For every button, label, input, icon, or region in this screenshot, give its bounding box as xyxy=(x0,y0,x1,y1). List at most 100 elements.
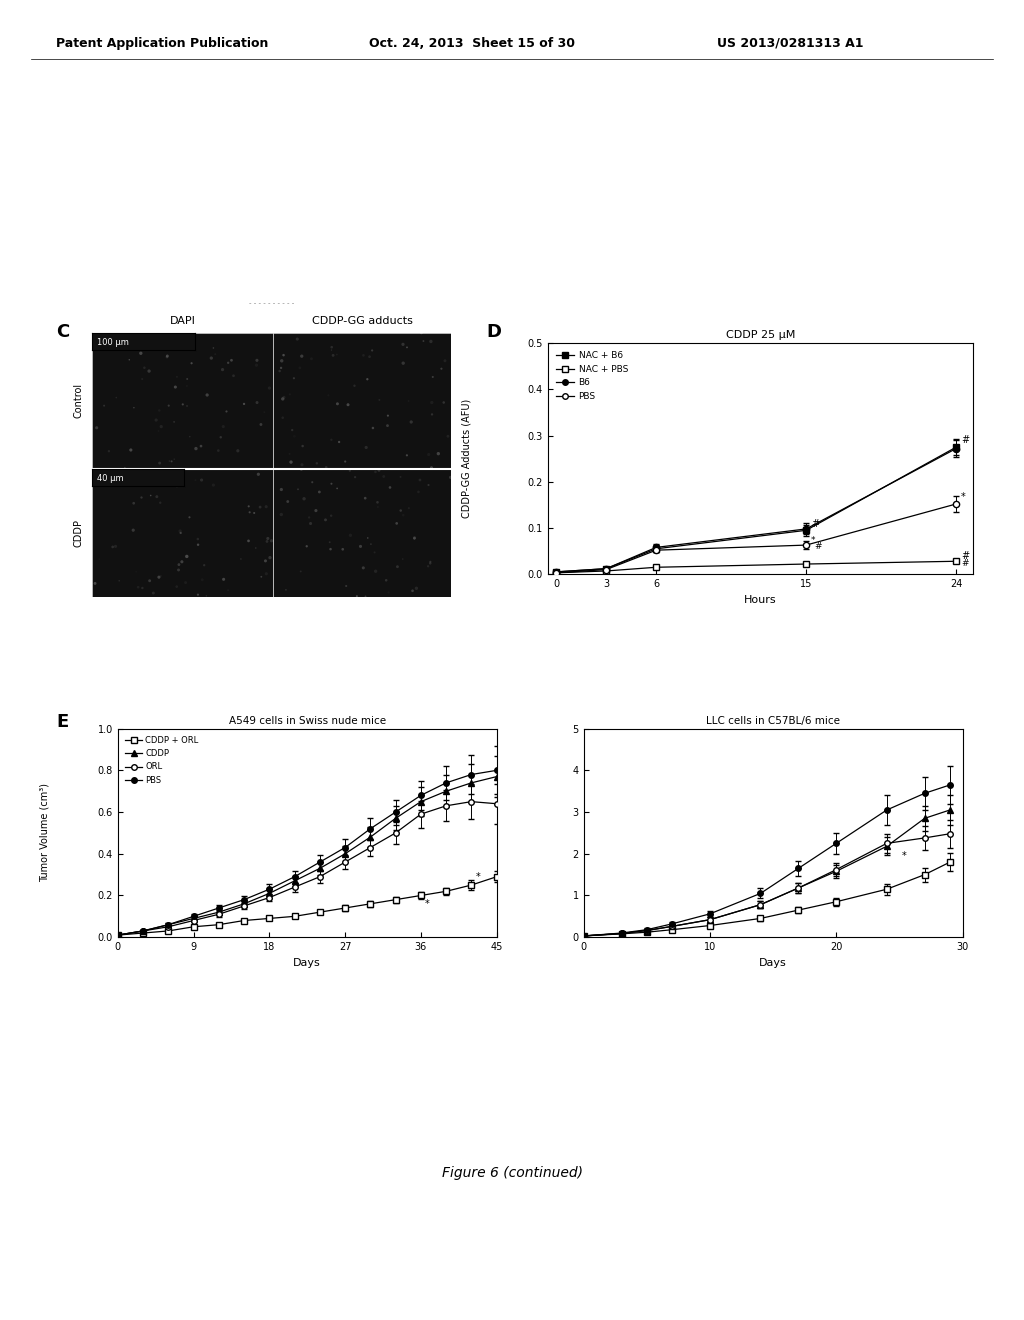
Point xyxy=(398,337,415,358)
Point xyxy=(215,416,231,437)
Point xyxy=(193,436,209,457)
Point xyxy=(304,471,321,492)
Point xyxy=(199,585,215,606)
Point xyxy=(395,352,412,374)
Point xyxy=(141,360,158,381)
Point xyxy=(159,346,175,367)
Point xyxy=(126,397,142,418)
Text: US 2013/0281313 A1: US 2013/0281313 A1 xyxy=(717,37,863,50)
Point xyxy=(214,359,230,380)
X-axis label: Days: Days xyxy=(759,957,787,968)
Point xyxy=(153,416,169,437)
Point xyxy=(249,350,265,371)
Point xyxy=(123,440,139,461)
Point xyxy=(167,376,183,397)
Point xyxy=(355,557,372,578)
Point xyxy=(136,358,153,379)
Point xyxy=(205,474,221,495)
Point xyxy=(433,358,450,379)
Point xyxy=(294,454,310,475)
Point xyxy=(302,513,318,535)
Point xyxy=(134,368,151,389)
Point xyxy=(223,350,240,371)
Point xyxy=(352,536,369,557)
Point xyxy=(166,449,182,470)
Point xyxy=(437,350,454,371)
Text: CDDP: CDDP xyxy=(74,519,84,546)
Point xyxy=(89,463,105,484)
Point xyxy=(271,360,288,381)
X-axis label: Days: Days xyxy=(293,957,322,968)
Point xyxy=(203,347,219,368)
Text: Control: Control xyxy=(74,383,84,418)
Point xyxy=(161,395,177,416)
Text: *: * xyxy=(425,899,430,909)
Point xyxy=(331,432,347,453)
Point xyxy=(400,391,417,412)
Point xyxy=(253,414,269,436)
Point xyxy=(400,498,417,519)
Point xyxy=(425,367,441,388)
Point xyxy=(205,338,221,359)
Point xyxy=(250,463,266,484)
Text: #: # xyxy=(962,558,969,568)
Point xyxy=(152,453,168,474)
Point xyxy=(109,387,125,408)
Point xyxy=(278,579,294,601)
Point xyxy=(241,496,257,517)
Point xyxy=(215,569,231,590)
Point xyxy=(169,576,185,597)
Point xyxy=(359,528,376,549)
Point xyxy=(96,395,113,416)
Point xyxy=(370,496,386,517)
Point xyxy=(323,506,339,527)
Point xyxy=(274,407,291,428)
Point xyxy=(389,556,406,577)
Point xyxy=(422,552,438,573)
Point xyxy=(196,554,212,576)
Point xyxy=(121,471,137,492)
Point xyxy=(294,346,310,367)
Point xyxy=(416,330,432,351)
Point xyxy=(145,582,162,603)
Point xyxy=(260,528,276,549)
Point xyxy=(241,531,257,552)
Point xyxy=(392,466,409,487)
Text: #: # xyxy=(962,550,970,561)
Point xyxy=(151,470,167,491)
Point xyxy=(181,426,198,447)
Point xyxy=(324,337,340,358)
Point xyxy=(357,487,374,508)
Point xyxy=(379,414,395,436)
Text: 40 μm: 40 μm xyxy=(96,474,124,483)
Point xyxy=(88,417,104,438)
Point xyxy=(126,492,142,513)
Text: CDDP-GG adducts: CDDP-GG adducts xyxy=(311,315,413,326)
Text: *: * xyxy=(962,492,966,503)
Point xyxy=(189,585,206,606)
Point xyxy=(359,368,376,389)
Point xyxy=(187,470,204,491)
Point xyxy=(248,355,264,376)
Point xyxy=(175,327,191,348)
Point xyxy=(261,378,278,399)
Point xyxy=(347,466,364,487)
Point xyxy=(174,552,190,573)
Point xyxy=(86,477,102,498)
Point xyxy=(376,466,392,487)
Point xyxy=(147,409,164,430)
Point xyxy=(130,577,146,598)
Legend: CDDP + ORL, CDDP, ORL, PBS: CDDP + ORL, CDDP, ORL, PBS xyxy=(122,733,202,788)
Point xyxy=(210,440,226,461)
Text: - - - - - - - - - -: - - - - - - - - - - xyxy=(249,300,294,306)
Point xyxy=(404,581,421,602)
Point xyxy=(346,375,362,396)
Point xyxy=(380,582,396,603)
Point xyxy=(308,500,325,521)
Point xyxy=(232,548,249,569)
Text: DAPI: DAPI xyxy=(170,315,196,326)
Point xyxy=(225,366,242,387)
Point xyxy=(275,387,292,408)
Point xyxy=(430,444,446,465)
Point xyxy=(273,504,290,525)
